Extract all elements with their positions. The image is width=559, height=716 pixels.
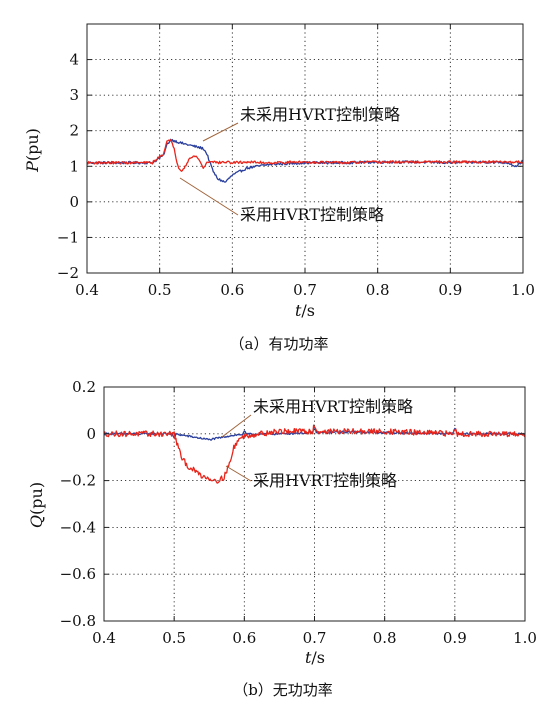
y-tick-label: 4 — [69, 51, 79, 69]
x-tick-label: 0.7 — [293, 281, 317, 299]
y-tick-label: 0 — [69, 193, 79, 211]
y-axis-label: Q(pu) — [27, 482, 46, 528]
series-line — [104, 424, 525, 484]
x-tick-label: 0.5 — [148, 281, 172, 299]
annotation-leader-line — [179, 177, 239, 216]
x-tick-label: 0.5 — [162, 629, 186, 647]
x-tick-label: 0.6 — [232, 629, 256, 647]
annotation-label: 未采用HVRT控制策略 — [240, 105, 400, 124]
y-tick-label: 0 — [86, 425, 96, 443]
y-tick-label: 0.2 — [72, 378, 96, 396]
y-tick-label: −0.8 — [60, 612, 96, 630]
y-axis-label: P(pu) — [23, 128, 42, 173]
chart-active-power: 0.4 0.5 0.6 0.7 0.8 0.9 1.0 −2 −1 0 1 2 3 4 P(pu) t/s 未采… — [23, 23, 535, 353]
chart-caption: （b）无功功率 — [233, 681, 333, 699]
y-tick-label: −0.4 — [60, 518, 96, 536]
annotation-leader-line — [221, 414, 252, 438]
x-tick-label: 0.4 — [75, 281, 99, 299]
x-tick-label: 0.6 — [220, 281, 244, 299]
x-axis-label: t/s — [305, 648, 325, 667]
chart-reactive-power: 0.4 0.5 0.6 0.7 0.8 0.9 1.0 −0.8 −0.6 −0.4 −0.2 0 0.… — [27, 378, 537, 699]
y-tick-label: 2 — [69, 122, 79, 140]
plot-frame — [103, 386, 526, 622]
annotation-label: 未采用HVRT控制策略 — [253, 397, 413, 416]
x-tick-label: 1.0 — [511, 281, 535, 299]
x-tick-label: 0.9 — [443, 629, 467, 647]
annotation-leader-line — [225, 465, 252, 482]
x-tick-label: 0.7 — [303, 629, 327, 647]
annotation-label: 采用HVRT控制策略 — [253, 471, 397, 490]
y-tick-label: −1 — [57, 228, 79, 246]
y-tick-label: −2 — [57, 264, 79, 282]
x-tick-label: 0.8 — [373, 629, 397, 647]
x-tick-label: 0.9 — [438, 281, 462, 299]
x-tick-label: 1.0 — [513, 629, 537, 647]
x-axis-label: t/s — [295, 301, 315, 320]
x-tick-label: 0.8 — [366, 281, 390, 299]
x-tick-label: 0.4 — [92, 629, 116, 647]
y-tick-label: 1 — [69, 157, 79, 175]
plot-frame — [86, 23, 524, 274]
series-line — [87, 139, 523, 172]
y-tick-label: −0.6 — [60, 565, 96, 583]
chart-caption: （a）有功功率 — [230, 335, 329, 353]
annotation-leader-line — [202, 122, 239, 142]
y-tick-label: −0.2 — [60, 472, 96, 490]
annotation-label: 采用HVRT控制策略 — [240, 205, 384, 224]
y-tick-label: 3 — [69, 86, 79, 104]
